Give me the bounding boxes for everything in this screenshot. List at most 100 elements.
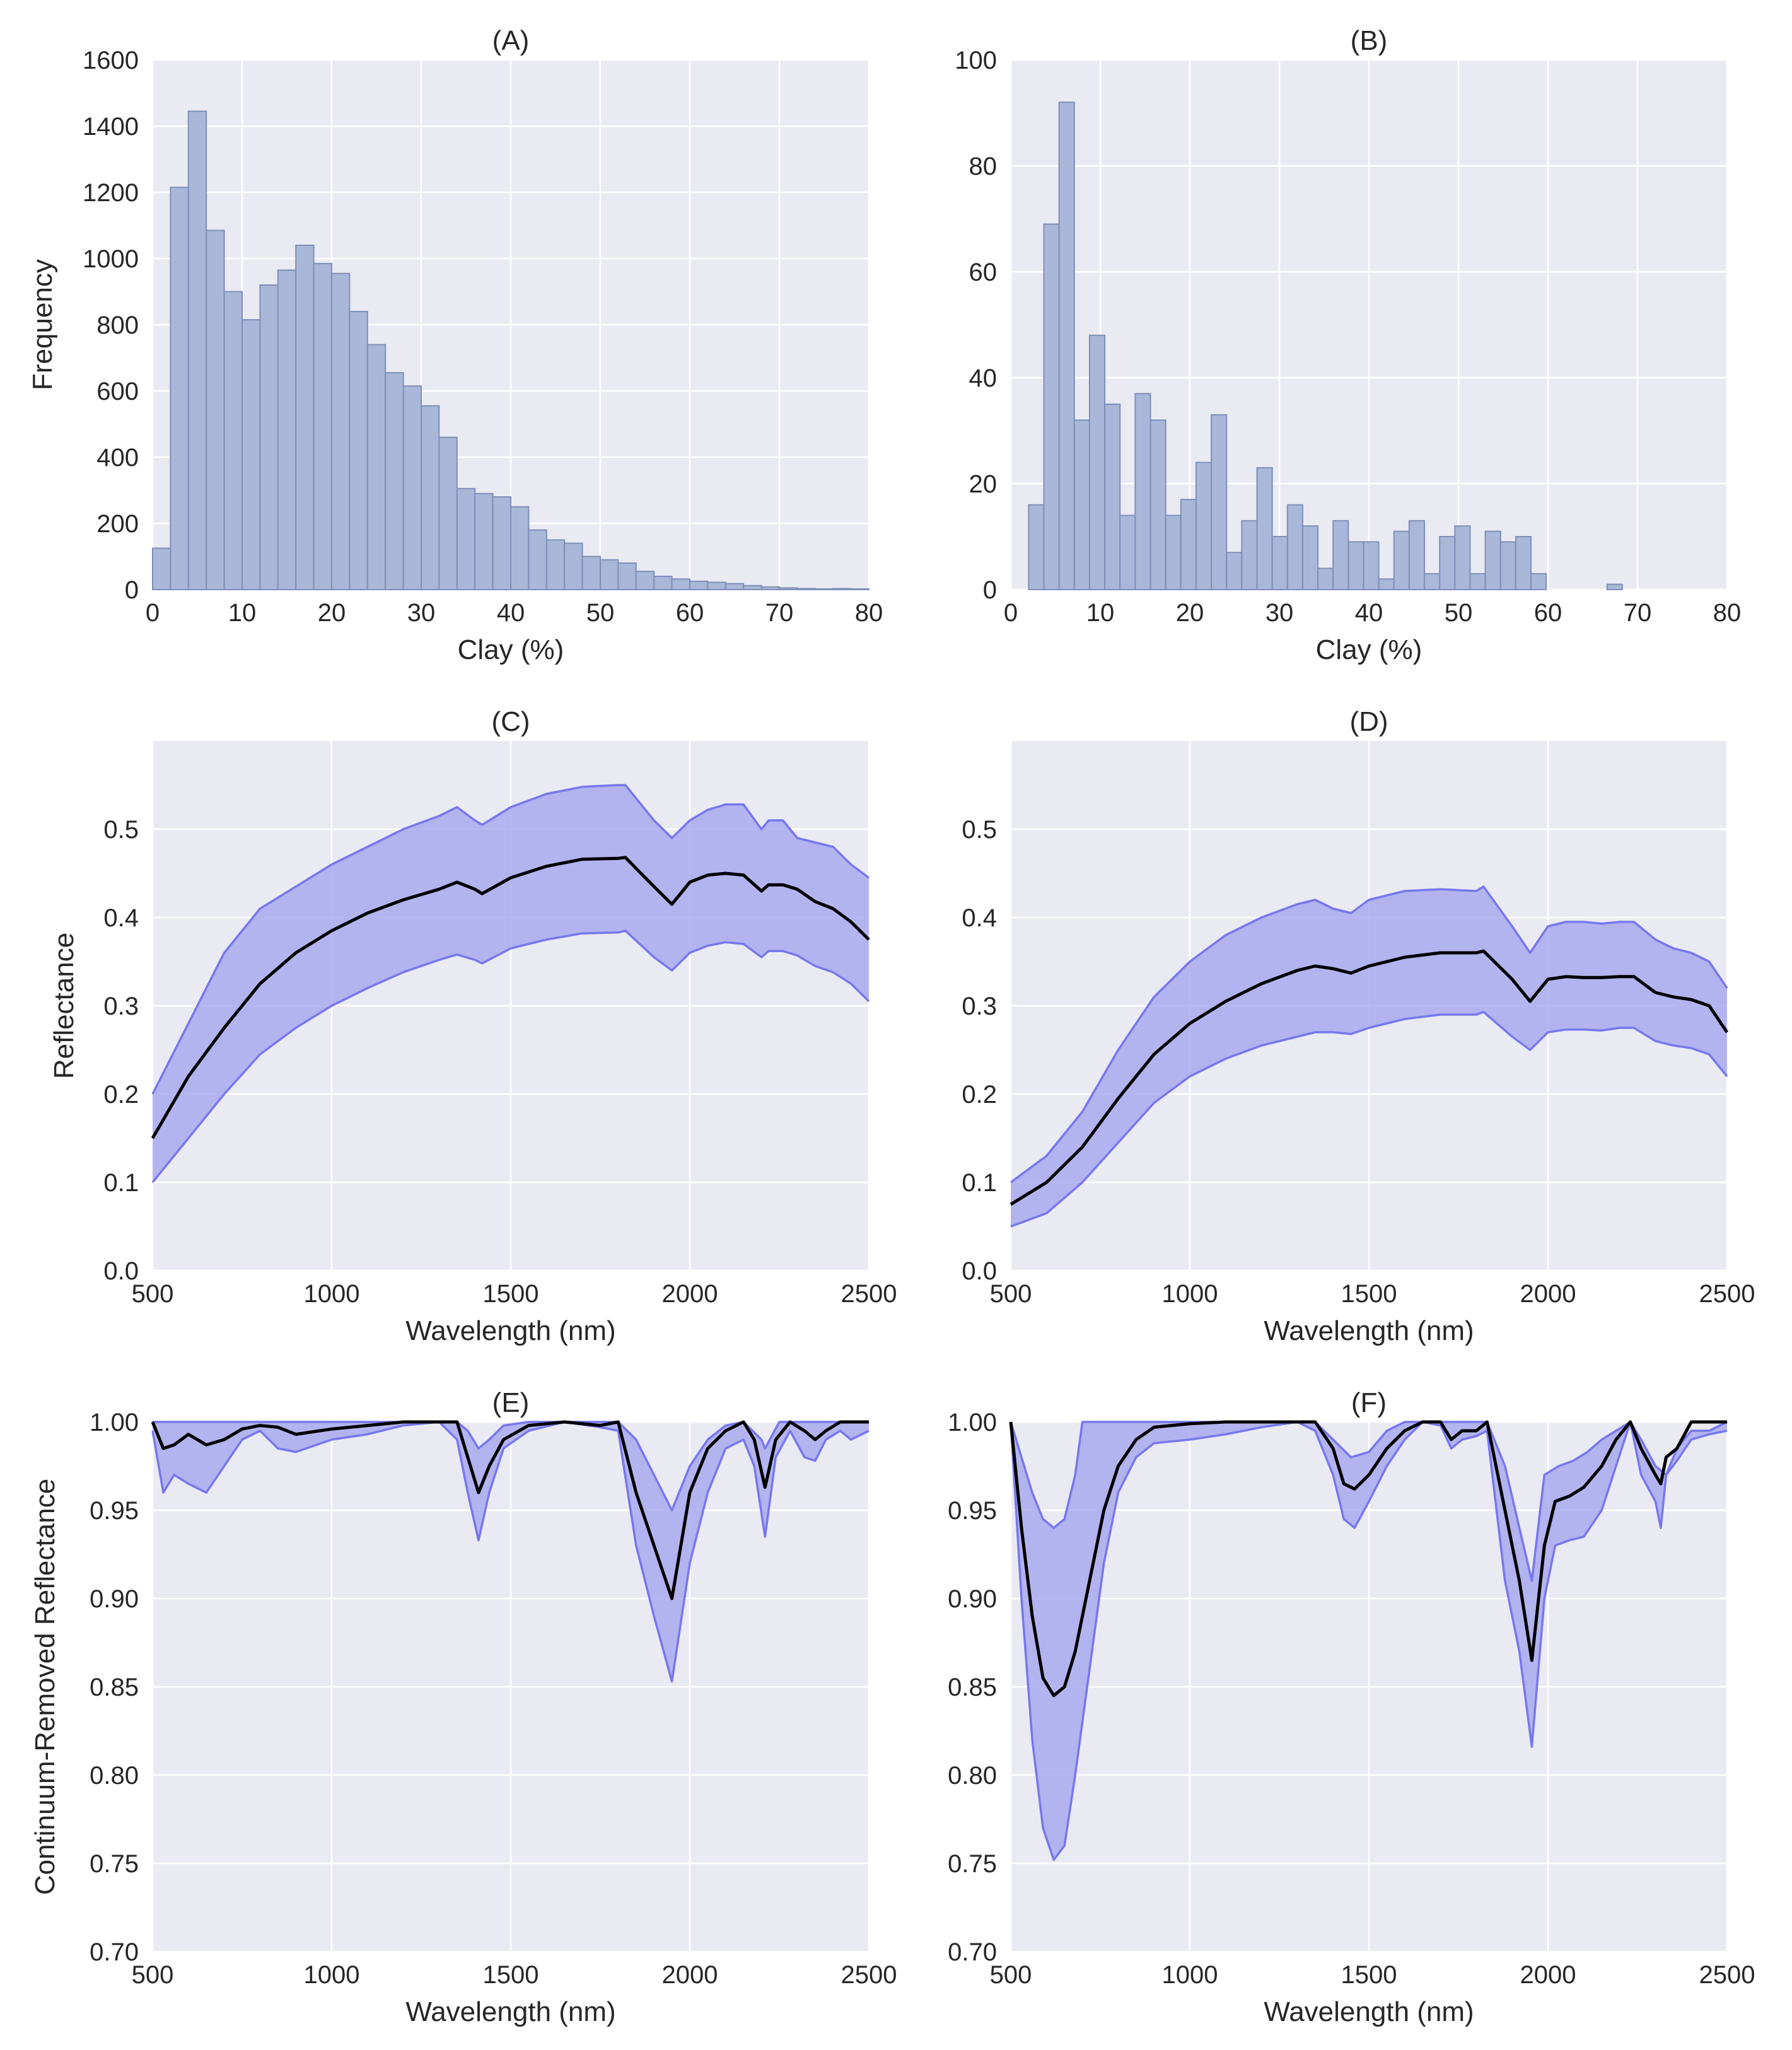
x-tick-label: 70	[1624, 599, 1652, 627]
y-tick-label: 100	[955, 47, 997, 74]
histogram-bar	[1271, 536, 1288, 590]
histogram-bar	[528, 529, 547, 590]
histogram-bar	[1134, 393, 1151, 590]
histogram-bar	[617, 562, 637, 590]
histogram-bar	[1363, 541, 1380, 591]
histogram-bar	[1515, 536, 1532, 590]
upper-bound-line	[153, 1421, 869, 1511]
x-tick-label: 1500	[1341, 1961, 1397, 1989]
chart-title: (F)	[1351, 1387, 1387, 1418]
chart-title: (B)	[1351, 25, 1388, 56]
y-tick-label: 400	[96, 444, 139, 472]
histogram-bar	[187, 110, 207, 590]
histogram-bar	[545, 539, 566, 590]
x-tick-label: 60	[676, 599, 704, 627]
lower-bound-line	[1010, 1011, 1728, 1228]
mean-line	[151, 856, 870, 1139]
histogram-bar	[1424, 573, 1441, 590]
histogram-bar	[1119, 515, 1136, 591]
histogram-bar	[832, 588, 852, 590]
histogram-bar	[1347, 541, 1364, 591]
y-tick-label: 0.4	[103, 904, 139, 932]
y-axis-label: Continuum-Removed Reflectance	[30, 1479, 61, 1895]
histogram-bar	[206, 230, 225, 590]
y-tick-label: 0.1	[962, 1169, 997, 1197]
mean-line	[1009, 949, 1729, 1206]
y-tick-label: 0.5	[103, 816, 139, 844]
y-tick-label: 0.85	[90, 1674, 139, 1701]
x-tick-label: 500	[132, 1961, 174, 1989]
x-tick-label: 1000	[304, 1961, 360, 1989]
histogram-bar	[1408, 520, 1426, 590]
y-tick-label: 0.80	[948, 1762, 997, 1790]
panel-d: 500 1000 1500 2000 2500 0.0 0.1 0.2 0.3 0.4 0.5 (D)…	[962, 706, 1755, 1346]
histogram-bar	[313, 262, 333, 590]
panel-f: 500 1000 1500 2000 2500 0.70 0.75 0.80 0.85 0.90 0…	[948, 1387, 1755, 2027]
histogram-bar	[421, 405, 440, 590]
y-tick-label: 20	[969, 470, 998, 498]
histogram-bar	[1484, 530, 1501, 590]
mean-line	[151, 1420, 869, 1600]
chart-title: (C)	[491, 706, 530, 737]
histogram-bar	[438, 436, 458, 590]
x-tick-label: 80	[855, 599, 883, 627]
histogram-bar	[564, 542, 583, 590]
histogram-bar	[814, 588, 834, 591]
histogram-bar	[1606, 583, 1623, 590]
x-axis-label: Wavelength (nm)	[405, 1996, 615, 2027]
x-tick-label: 1000	[1162, 1280, 1218, 1308]
y-tick-label: 0.5	[962, 816, 997, 844]
histogram-bar	[492, 496, 511, 590]
x-tick-label: 1000	[304, 1280, 360, 1308]
histogram-bar	[456, 487, 476, 590]
histogram-bar	[1028, 504, 1045, 590]
y-tick-label: 60	[969, 259, 998, 286]
histogram-bar	[152, 547, 172, 590]
histogram-bar	[510, 506, 530, 590]
histogram-bar	[689, 580, 709, 590]
y-tick-label: 0.70	[90, 1938, 139, 1966]
x-tick-label: 2500	[1699, 1961, 1755, 1989]
x-tick-label: 50	[1445, 599, 1473, 627]
histogram-bar	[1058, 102, 1075, 590]
histogram-bar	[474, 492, 494, 590]
histogram-bar	[635, 571, 655, 590]
lower-bound-line	[151, 929, 870, 1184]
x-tick-label: 0	[146, 599, 160, 627]
histogram-bar	[1317, 568, 1334, 591]
histogram-bar	[1332, 520, 1349, 590]
chart-title: (D)	[1349, 706, 1388, 737]
histogram-bar	[259, 284, 279, 590]
upper-bound-line	[1009, 885, 1728, 1184]
y-tick-label: 0.2	[962, 1081, 997, 1109]
histogram-bar	[1043, 223, 1060, 590]
histogram-bar	[1393, 530, 1410, 590]
std-band	[1011, 887, 1727, 1226]
x-tick-label: 500	[132, 1280, 174, 1308]
histogram-bar	[1454, 525, 1471, 591]
histogram-bar	[1073, 419, 1090, 590]
histogram-bar	[1530, 573, 1547, 590]
panel-a: 0 10 20 30 40 50 60 70 8002004006008001000120014…	[27, 25, 883, 665]
histogram-bar	[402, 385, 422, 590]
histogram-bar	[1286, 504, 1303, 590]
histogram-bar	[760, 586, 780, 590]
histogram-bar	[295, 245, 315, 590]
histogram-bar	[349, 311, 368, 590]
histogram-bar	[170, 187, 189, 590]
x-tick-label: 500	[990, 1961, 1032, 1989]
histogram-bar	[1104, 404, 1121, 590]
x-tick-label: 2500	[841, 1961, 897, 1989]
x-tick-label: 40	[1355, 599, 1383, 627]
histogram-bar	[1180, 499, 1197, 591]
histogram-bar	[277, 269, 297, 590]
y-tick-label: 40	[969, 364, 998, 392]
y-tick-label: 200	[96, 510, 139, 538]
histogram-bar	[743, 585, 762, 591]
y-tick-label: 1000	[83, 245, 139, 273]
x-tick-label: 1500	[1341, 1280, 1397, 1308]
histogram-bar	[1469, 573, 1486, 590]
x-axis-label: Wavelength (nm)	[405, 1315, 615, 1346]
histogram-bar	[850, 588, 870, 591]
panel-e: 500 1000 1500 2000 2500 0.70 0.75 0.80 0.85 0.90 0…	[30, 1387, 897, 2027]
